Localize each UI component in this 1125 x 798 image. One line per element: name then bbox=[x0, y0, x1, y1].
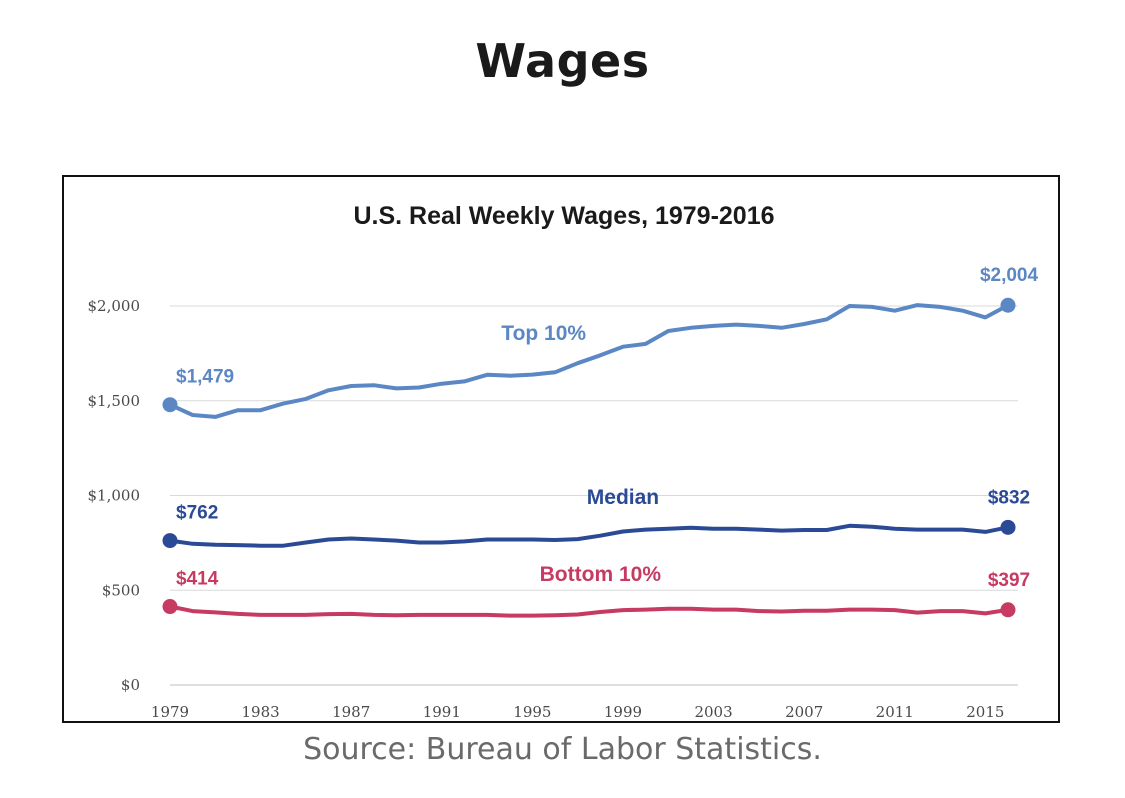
chart-frame: U.S. Real Weekly Wages, 1979-2016 $0 $500… bbox=[62, 175, 1060, 723]
y-tick-label: $500 bbox=[102, 581, 140, 599]
start-value-label-median: $762 bbox=[176, 503, 218, 524]
x-tick-label: 1979 bbox=[151, 703, 189, 721]
x-tick-label: 1991 bbox=[423, 703, 461, 721]
series-label-top-10: Top 10% bbox=[501, 322, 586, 345]
x-tick-label: 2015 bbox=[966, 703, 1004, 721]
x-tick-label: 1995 bbox=[513, 703, 551, 721]
series-line-bottom-10 bbox=[168, 604, 1010, 618]
series-layer bbox=[162, 297, 1016, 618]
series-label-bottom-10: Bottom 10% bbox=[540, 563, 662, 586]
x-tick-label: 1999 bbox=[604, 703, 642, 721]
series-label-median: Median bbox=[587, 486, 659, 509]
x-tick-label: 2007 bbox=[785, 703, 823, 721]
end-point-median bbox=[1000, 519, 1016, 535]
source-note: Source: Bureau of Labor Statistics. bbox=[303, 732, 822, 767]
line-chart: U.S. Real Weekly Wages, 1979-2016 $0 $500… bbox=[88, 202, 1039, 721]
end-value-label-top-10: $2,004 bbox=[980, 265, 1039, 286]
y-tick-label: $2,000 bbox=[88, 297, 141, 315]
start-point-bottom-10 bbox=[162, 599, 178, 615]
end-value-label-median: $832 bbox=[988, 487, 1030, 508]
chart-title: U.S. Real Weekly Wages, 1979-2016 bbox=[353, 202, 774, 230]
x-tick-label: 1983 bbox=[242, 703, 280, 721]
end-value-label-bottom-10: $397 bbox=[988, 570, 1030, 591]
page-title: Wages bbox=[475, 34, 650, 88]
start-point-median bbox=[162, 533, 178, 549]
end-point-bottom-10 bbox=[1000, 602, 1016, 618]
series-line-median bbox=[168, 523, 1010, 548]
series-line-top-10 bbox=[168, 303, 1010, 419]
y-tick-label: $0 bbox=[121, 676, 140, 694]
start-value-label-bottom-10: $414 bbox=[176, 569, 219, 590]
y-tick-label: $1,000 bbox=[88, 487, 141, 505]
y-tick-label: $1,500 bbox=[88, 392, 141, 410]
end-point-top-10 bbox=[1000, 297, 1016, 313]
x-tick-label: 1987 bbox=[332, 703, 370, 721]
x-tick-label: 2003 bbox=[694, 703, 732, 721]
start-value-label-top-10: $1,479 bbox=[176, 367, 234, 388]
label-layer: $1,479 $2,004 Top 10% $762 $832 Median $414 $39… bbox=[176, 265, 1038, 591]
start-point-top-10 bbox=[162, 397, 178, 413]
grid-layer bbox=[170, 305, 1018, 686]
x-tick-label: 2011 bbox=[876, 703, 914, 721]
axis-layer: $0 $500 $1,000 $1,500 $2,000 1979 1983 1987 1991… bbox=[88, 297, 1005, 721]
